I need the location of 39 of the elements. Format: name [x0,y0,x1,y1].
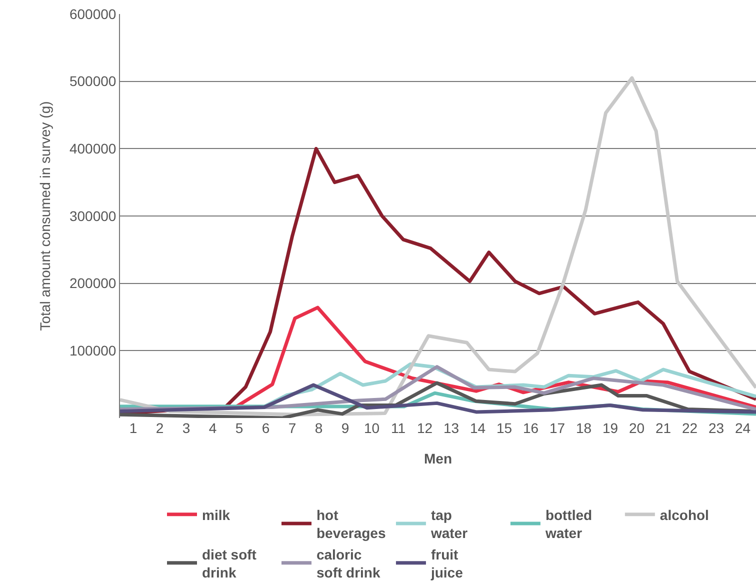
line-series [120,76,756,416]
x-tick-label: 16 [522,420,539,436]
x-tick-label: 21 [655,420,672,436]
y-tick-label: 300000 [69,208,116,224]
y-tick-label: 100000 [69,342,116,359]
legend-label: diet soft drink [202,546,257,580]
legend-label: bottled water [544,506,592,542]
x-tick-label: 15 [496,420,512,436]
x-tick-label: 3 [182,420,190,436]
x-axis-title: Men [424,450,452,466]
x-tick-label: 6 [262,420,270,436]
x-tick-label: 18 [576,420,592,436]
y-tick-label: 400000 [69,140,116,157]
x-tick-label: 2 [156,420,164,436]
legend-label: caloric soft drink [316,546,380,580]
x-tick-label: 23 [708,420,724,436]
y-tick-label: 600000 [69,6,116,22]
x-tick-label: 22 [682,420,698,436]
x-tick-label: 24 [734,420,751,436]
x-tick-label: 11 [390,420,406,436]
legend-label: alcohol [660,506,709,523]
y-tick-label: 500000 [69,73,116,90]
x-tick-label: 19 [602,420,618,436]
x-tick-label: 10 [364,420,380,436]
x-tick-label: 12 [416,420,433,436]
x-tick-label: 5 [235,420,244,436]
legend-label: milk [202,506,230,523]
x-tick-label: 4 [208,420,217,436]
x-tick-label: 14 [470,420,486,436]
x-tick-label: 1 [129,420,138,436]
x-tick-label: 7 [288,420,296,436]
x-tick-label: 20 [628,420,645,436]
x-tick-label: 9 [341,420,350,436]
x-tick-label: 13 [443,420,460,436]
x-tick-label: 17 [549,420,566,436]
x-tick-label: 8 [314,420,323,436]
legend-label: fruit juice [430,546,464,580]
y-tick-label: 200000 [69,275,116,292]
y-axis-title: Total amount consumed in survey (g) [37,101,54,331]
